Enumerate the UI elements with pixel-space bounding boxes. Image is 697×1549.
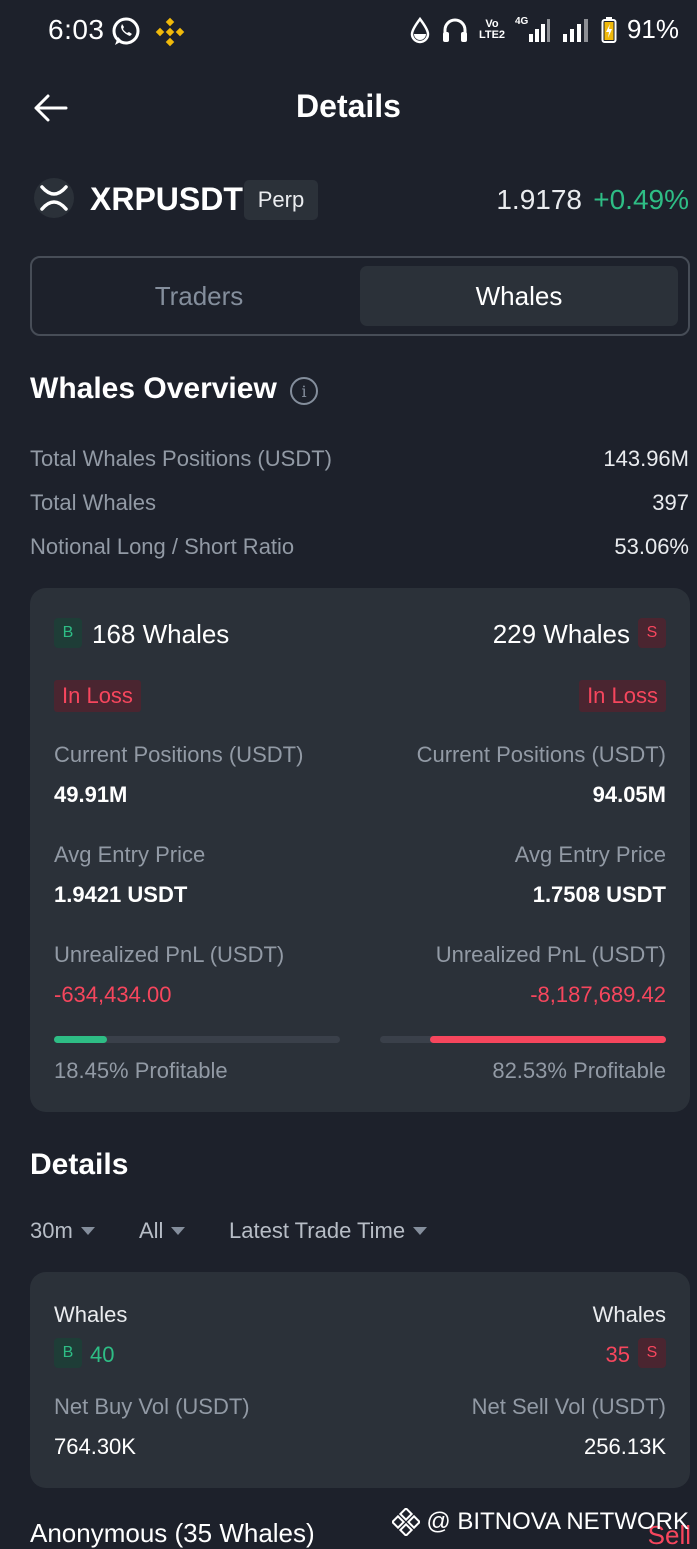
status-time: 6:03 <box>48 14 105 45</box>
long-profitable-label: 18.45% Profitable <box>54 1058 228 1083</box>
net-buy-label: Net Buy Vol (USDT) <box>54 1394 250 1419</box>
page-title: Details <box>296 88 401 124</box>
binance-icon <box>155 17 185 47</box>
back-arrow-icon[interactable] <box>32 88 72 128</box>
short-pnl-value: -8,187,689.42 <box>530 982 666 1007</box>
total-positions-value: 143.96M <box>603 446 689 471</box>
net-sell-label: Net Sell Vol (USDT) <box>471 1394 666 1419</box>
long-positions-label: Current Positions (USDT) <box>54 742 304 767</box>
whale-group-side: Sell <box>647 1520 691 1549</box>
tab-traders[interactable]: Traders <box>154 280 244 311</box>
interval-filter-label: 30m <box>30 1218 73 1243</box>
chevron-down-icon <box>80 1227 95 1235</box>
sort-filter[interactable]: Latest Trade Time <box>229 1218 428 1244</box>
long-whale-count: 168 Whales <box>92 619 230 649</box>
short-profitable-fill <box>429 1036 666 1043</box>
long-profitable-fill <box>54 1036 107 1043</box>
short-whale-count: 229 Whales <box>492 619 630 649</box>
last-price: 1.9178 <box>496 184 582 215</box>
net-sell-value: 256.13K <box>584 1434 666 1459</box>
chevron-down-icon <box>413 1227 428 1235</box>
signal-4g-icon: 4G <box>515 16 551 44</box>
headphones-icon <box>442 18 467 42</box>
whales-overview-title: Whales Overview <box>30 372 277 405</box>
symbol-name[interactable]: XRPUSDT <box>90 181 243 217</box>
details-title: Details <box>30 1148 129 1181</box>
perp-badge: Perp <box>244 180 318 220</box>
short-entry-value: 1.7508 USDT <box>532 882 666 907</box>
long-pnl-value: -634,434.00 <box>54 982 172 1007</box>
buy-whales-label: Whales <box>54 1302 128 1327</box>
long-entry-label: Avg Entry Price <box>54 842 206 867</box>
sell-badge: S <box>638 1338 666 1368</box>
short-entry-label: Avg Entry Price <box>514 842 666 867</box>
sort-filter-label: Latest Trade Time <box>229 1218 406 1243</box>
traders-whales-tabs: Traders Whales <box>30 256 690 336</box>
total-whales-label: Total Whales <box>30 490 156 515</box>
interval-filter[interactable]: 30m <box>30 1218 95 1244</box>
side-filter[interactable]: All <box>139 1218 186 1244</box>
short-profitable-bar <box>380 1036 666 1043</box>
chevron-down-icon <box>171 1227 186 1235</box>
long-status-tag: In Loss <box>54 680 141 712</box>
sell-whales-count: 35 <box>605 1342 630 1367</box>
side-filter-label: All <box>139 1218 164 1243</box>
signal-icon <box>562 18 588 42</box>
volte-indicator: Vo LTE2 <box>478 17 506 41</box>
battery-percent: 91% <box>626 14 679 44</box>
short-positions-label: Current Positions (USDT) <box>416 742 666 767</box>
short-positions-value: 94.05M <box>592 782 666 807</box>
buy-badge: B <box>54 1338 82 1368</box>
long-short-ratio-label: Notional Long / Short Ratio <box>30 534 295 559</box>
long-pnl-label: Unrealized PnL (USDT) <box>54 942 285 967</box>
watermark-text: @ BITNOVA NETWORK <box>426 1508 689 1535</box>
long-entry-value: 1.9421 USDT <box>54 882 188 907</box>
price-change: +0.49% <box>593 184 689 215</box>
short-status-tag: In Loss <box>579 680 666 712</box>
whale-group-row-label[interactable]: Anonymous (35 Whales) <box>30 1518 315 1548</box>
bitnova-logo-icon <box>392 1508 421 1536</box>
status-icons: Vo LTE2 4G 91% <box>409 14 679 45</box>
whatsapp-icon <box>112 17 140 45</box>
battery-icon <box>601 16 617 43</box>
info-icon[interactable]: i <box>290 377 318 405</box>
watermark: @ BITNOVA NETWORK <box>392 1508 689 1536</box>
drop-icon <box>410 16 430 43</box>
whales-long-short-card: B 168 Whales In Loss Current Positions (… <box>30 588 690 1112</box>
short-profitable-label: 82.53% Profitable <box>492 1058 666 1083</box>
xrp-logo-icon <box>34 178 74 218</box>
long-profitable-bar <box>54 1036 340 1043</box>
total-whales-value: 397 <box>652 490 689 515</box>
net-buy-value: 764.30K <box>54 1434 136 1459</box>
buy-badge: B <box>54 618 82 648</box>
tab-whales[interactable]: Whales <box>360 266 678 326</box>
buy-whales-count: 40 <box>90 1342 115 1367</box>
total-positions-label: Total Whales Positions (USDT) <box>30 446 332 471</box>
sell-badge: S <box>638 618 666 648</box>
long-short-ratio-value: 53.06% <box>614 534 689 559</box>
sell-whales-label: Whales <box>592 1302 666 1327</box>
details-summary-card: Whales B 40 Whales S 35 Net Buy Vol (USD… <box>30 1272 690 1488</box>
long-positions-value: 49.91M <box>54 782 128 807</box>
short-pnl-label: Unrealized PnL (USDT) <box>435 942 666 967</box>
